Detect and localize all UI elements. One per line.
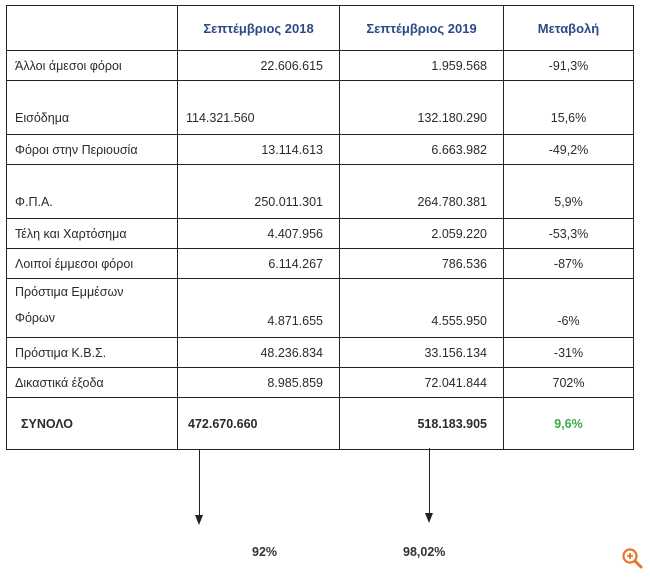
table-row: Πρόστιμα Κ.Β.Σ. 48.236.834 33.156.134 -3… (6, 337, 634, 368)
row-2019: 1.959.568 (339, 50, 504, 81)
arrow-2018-line (199, 450, 200, 516)
table-row: Δικαστικά έξοδα 8.985.859 72.041.844 702… (6, 367, 634, 398)
row-2019: 6.663.982 (339, 134, 504, 165)
row-2018: 22.606.615 (177, 50, 340, 81)
header-label (6, 5, 178, 51)
row-label: Λοιποί έμμεσοι φόροι (6, 248, 178, 279)
table-row: Πρόστιμα Εμμέσων Φόρων 4.871.655 4.555.95… (6, 278, 634, 338)
row-label: Πρόστιμα Εμμέσων Φόρων (6, 278, 178, 338)
row-2019: 2.059.220 (339, 218, 504, 249)
row-2018: 250.011.301 (177, 164, 340, 219)
row-2019: 264.780.381 (339, 164, 504, 219)
row-change: 5,9% (503, 164, 634, 219)
row-change: 15,6% (503, 80, 634, 135)
header-2019: Σεπτέμβριος 2019 (339, 5, 504, 51)
total-change: 9,6% (503, 397, 634, 450)
row-2019: 72.041.844 (339, 367, 504, 398)
header-2018: Σεπτέμβριος 2018 (177, 5, 340, 51)
row-2018: 114.321.560 (177, 80, 340, 135)
row-change: -87% (503, 248, 634, 279)
row-change: -49,2% (503, 134, 634, 165)
table-row: Εισόδημα 114.321.560 132.180.290 15,6% (6, 80, 634, 135)
row-change: 702% (503, 367, 634, 398)
table-row: Τέλη και Χαρτόσημα 4.407.956 2.059.220 -… (6, 218, 634, 249)
row-change: -91,3% (503, 50, 634, 81)
row-change: -53,3% (503, 218, 634, 249)
header-change: Μεταβολή (503, 5, 634, 51)
percent-2019: 98,02% (403, 545, 446, 559)
table-header-row: Σεπτέμβριος 2018 Σεπτέμβριος 2019 Μεταβο… (6, 5, 634, 51)
total-label: ΣΥΝΟΛΟ (6, 397, 178, 450)
row-label: Φ.Π.Α. (6, 164, 178, 219)
arrow-2019-line (429, 448, 430, 514)
row-label: Εισόδημα (6, 80, 178, 135)
table-row: Άλλοι άμεσοι φόροι 22.606.615 1.959.568 … (6, 50, 634, 81)
row-change: -6% (503, 278, 634, 338)
row-label: Πρόστιμα Κ.Β.Σ. (6, 337, 178, 368)
zoom-in-icon[interactable] (621, 547, 643, 569)
row-label: Δικαστικά έξοδα (6, 367, 178, 398)
row-2018: 4.871.655 (177, 278, 340, 338)
row-change: -31% (503, 337, 634, 368)
row-label-line1: Πρόστιμα Εμμέσων (15, 285, 124, 299)
row-2019: 33.156.134 (339, 337, 504, 368)
arrow-down-icon (425, 513, 433, 523)
row-label: Άλλοι άμεσοι φόροι (6, 50, 178, 81)
total-row: ΣΥΝΟΛΟ 472.670.660 518.183.905 9,6% (6, 397, 634, 450)
table-row: Λοιποί έμμεσοι φόροι 6.114.267 786.536 -… (6, 248, 634, 279)
row-2019: 132.180.290 (339, 80, 504, 135)
row-2018: 4.407.956 (177, 218, 340, 249)
row-label: Τέλη και Χαρτόσημα (6, 218, 178, 249)
row-2018: 8.985.859 (177, 367, 340, 398)
table-row: Φόροι στην Περιουσία 13.114.613 6.663.98… (6, 134, 634, 165)
row-label: Φόροι στην Περιουσία (6, 134, 178, 165)
total-2019: 518.183.905 (339, 397, 504, 450)
row-2019: 4.555.950 (339, 278, 504, 338)
row-2018: 48.236.834 (177, 337, 340, 368)
row-2019: 786.536 (339, 248, 504, 279)
row-label-line2: Φόρων (15, 311, 56, 325)
percent-2018: 92% (252, 545, 278, 559)
revenue-table: Σεπτέμβριος 2018 Σεπτέμβριος 2019 Μεταβο… (6, 5, 634, 450)
row-2018: 6.114.267 (177, 248, 340, 279)
table-row: Φ.Π.Α. 250.011.301 264.780.381 5,9% (6, 164, 634, 219)
row-2018: 13.114.613 (177, 134, 340, 165)
total-2018: 472.670.660 (177, 397, 340, 450)
arrow-down-icon (195, 515, 203, 525)
